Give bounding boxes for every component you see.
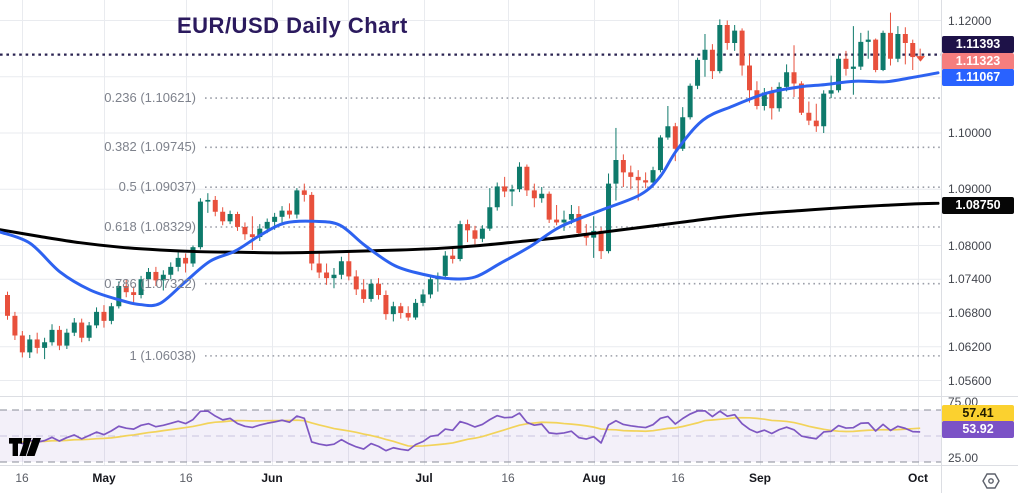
- price-badge: 57.41: [942, 405, 1014, 422]
- gear-icon[interactable]: [980, 472, 1002, 490]
- page-title: EUR/USD Daily Chart: [177, 13, 408, 38]
- time-tick-label: Oct: [907, 471, 929, 485]
- price-tick-label: 1.05600: [948, 373, 992, 388]
- fib-level-label[interactable]: 0.382 (1.09745): [104, 139, 196, 155]
- time-tick-label: 16: [15, 471, 29, 485]
- fib-level-label[interactable]: 0.5 (1.09037): [118, 179, 196, 195]
- time-tick-label: 16: [179, 471, 193, 485]
- price-tick-label: 1.08000: [948, 238, 992, 253]
- price-badge: 1.11393: [942, 35, 1014, 53]
- price-badge: 1.11323: [942, 52, 1014, 70]
- price-badge: 53.92: [942, 421, 1014, 438]
- price-tick-label: 1.12000: [948, 13, 992, 28]
- time-tick-label: Jun: [261, 471, 283, 485]
- time-tick-label: Sep: [748, 471, 772, 485]
- price-badge: 1.11067: [942, 69, 1014, 86]
- price-badge: 1.08750: [942, 197, 1014, 214]
- ma-blue[interactable]: [0, 71, 940, 308]
- time-tick-label: Jul: [415, 471, 433, 485]
- price-tick-label: 1.10000: [948, 126, 992, 140]
- fib-level-label[interactable]: 1 (1.06038): [129, 347, 197, 363]
- rsi-ma-line: [14, 416, 921, 447]
- price-tick-label: 1.07400: [948, 272, 992, 287]
- price-tick-label: 1.06800: [948, 306, 992, 320]
- rsi-tick-label: 25.00: [948, 451, 979, 465]
- fib-level-label[interactable]: 0.786 (1.07322): [104, 275, 196, 291]
- price-tick-label: 1.09000: [948, 182, 992, 197]
- tradingview-logo[interactable]: [9, 438, 41, 456]
- rsi-line: [14, 409, 921, 452]
- ma-black[interactable]: [0, 201, 940, 255]
- price-tick-label: 1.06200: [948, 339, 992, 354]
- time-tick-label: 16: [671, 471, 685, 485]
- fib-level-label[interactable]: 0.236 (1.10621): [104, 90, 196, 106]
- time-tick-label: 16: [501, 471, 515, 485]
- time-tick-label: Aug: [582, 471, 606, 485]
- fib-level-label[interactable]: 0.618 (1.08329): [104, 218, 196, 234]
- time-tick-label: May: [92, 471, 116, 485]
